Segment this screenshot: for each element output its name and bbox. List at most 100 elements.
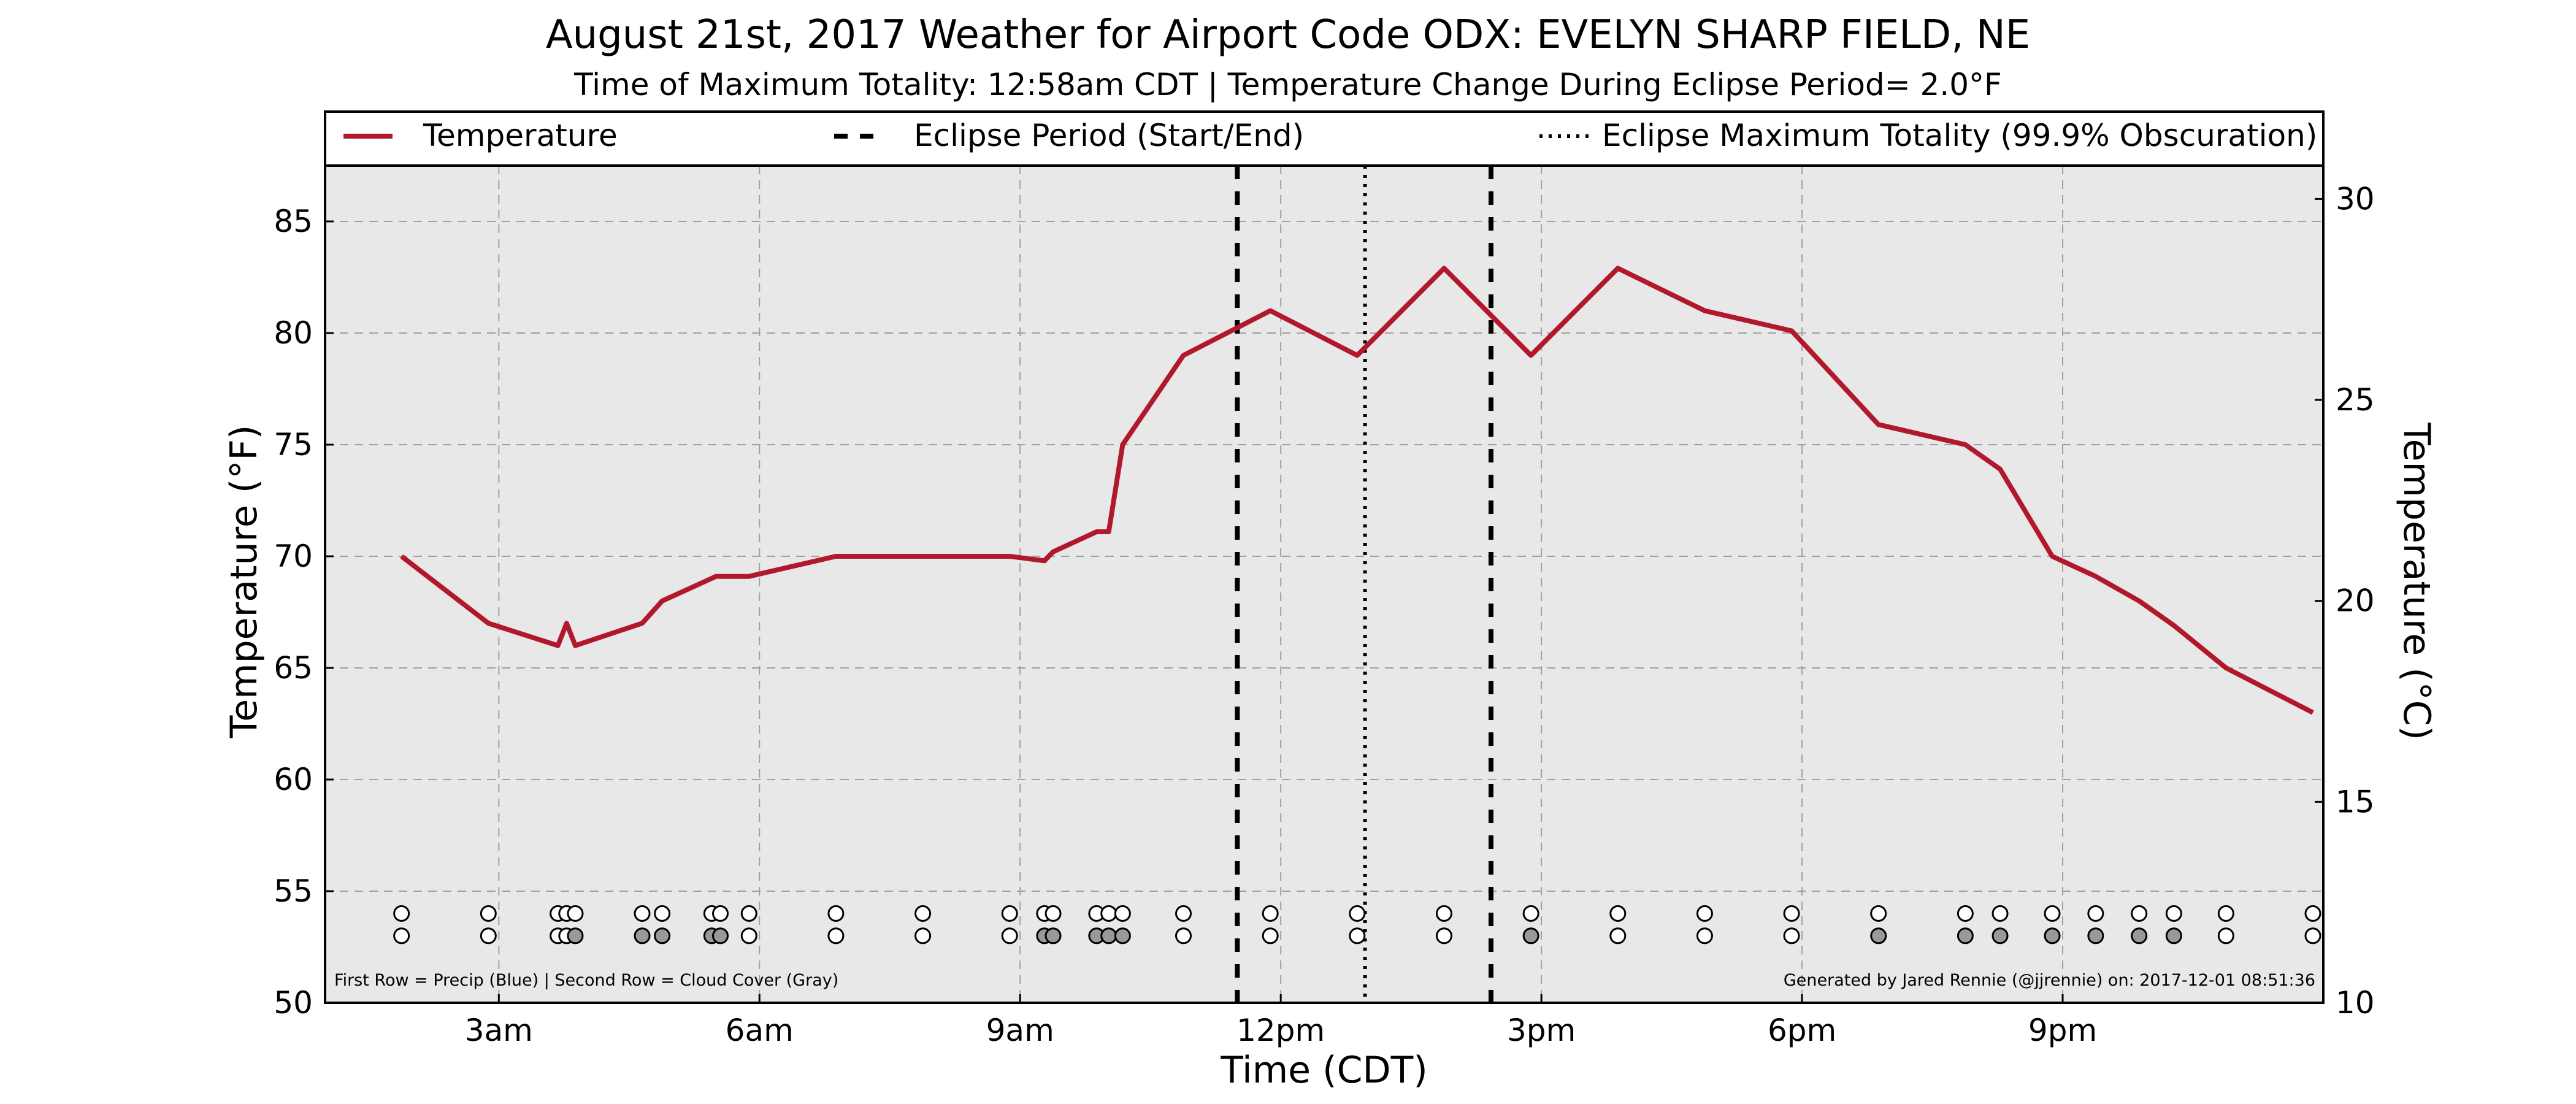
precip-marker bbox=[1696, 905, 1713, 922]
y-tick-label-right: 15 bbox=[2336, 784, 2375, 819]
precip-marker bbox=[1100, 905, 1117, 922]
precip-marker bbox=[1783, 905, 1800, 922]
x-tick-label: 9am bbox=[986, 1013, 1054, 1048]
y-tick-label-right: 20 bbox=[2336, 583, 2375, 619]
footnote-right: Generated by Jared Rennie (@jjrennie) on… bbox=[1784, 971, 2315, 990]
x-tick-label: 6pm bbox=[1768, 1013, 1836, 1048]
x-tick-label: 3pm bbox=[1507, 1013, 1576, 1048]
precip-marker bbox=[1870, 905, 1887, 922]
precip-marker bbox=[1609, 905, 1627, 922]
y-tick-label-left: 70 bbox=[274, 539, 313, 574]
cloud-cover-marker bbox=[567, 927, 584, 945]
cloud-cover-marker bbox=[1001, 927, 1018, 945]
x-tick-label: 9pm bbox=[2028, 1013, 2097, 1048]
temperature-line bbox=[400, 266, 2314, 715]
x-tick-label: 3am bbox=[465, 1013, 533, 1048]
precip-marker bbox=[712, 905, 729, 922]
y-tick-label-left: 55 bbox=[274, 873, 313, 909]
precip-marker bbox=[1001, 905, 1018, 922]
precip-marker bbox=[2304, 905, 2321, 922]
cloud-cover-marker bbox=[1696, 927, 1713, 945]
series-layer bbox=[400, 266, 2314, 715]
precip-marker bbox=[914, 905, 932, 922]
precip-marker bbox=[2165, 905, 2182, 922]
cloud-cover-marker bbox=[1114, 927, 1131, 945]
cloud-cover-marker bbox=[634, 927, 651, 945]
precip-marker bbox=[1262, 905, 1279, 922]
precip-marker bbox=[2217, 905, 2234, 922]
cloud-cover-marker bbox=[1045, 927, 1062, 945]
y-tick-label-left: 65 bbox=[274, 650, 313, 686]
cloud-cover-marker bbox=[480, 927, 497, 945]
cloud-cover-marker bbox=[2217, 927, 2234, 945]
y-tick-label-left: 75 bbox=[274, 427, 313, 462]
precip-marker bbox=[2087, 905, 2104, 922]
x-tick-label: 12pm bbox=[1236, 1013, 1325, 1048]
precip-marker bbox=[1114, 905, 1131, 922]
precip-marker bbox=[1991, 905, 2009, 922]
x-axis-label: Time (CDT) bbox=[1220, 1049, 1427, 1092]
cloud-cover-marker bbox=[1175, 927, 1192, 945]
precip-marker bbox=[1349, 905, 1366, 922]
cloud-cover-marker bbox=[2131, 927, 2148, 945]
precip-marker bbox=[740, 905, 757, 922]
cloud-cover-marker bbox=[1991, 927, 2009, 945]
y-tick-label-right: 25 bbox=[2336, 382, 2375, 418]
precip-marker bbox=[393, 905, 410, 922]
cloud-cover-marker bbox=[2304, 927, 2321, 945]
plot-area bbox=[325, 166, 2323, 1003]
precip-marker bbox=[827, 905, 845, 922]
footnote-left: First Row = Precip (Blue) | Second Row =… bbox=[334, 971, 838, 990]
cloud-cover-marker bbox=[712, 927, 729, 945]
cloud-cover-marker bbox=[1783, 927, 1800, 945]
cloud-cover-marker bbox=[1957, 927, 1974, 945]
cloud-cover-marker bbox=[2087, 927, 2104, 945]
precip-marker bbox=[1522, 905, 1539, 922]
cloud-cover-marker bbox=[2165, 927, 2182, 945]
precip-marker bbox=[2044, 905, 2061, 922]
precip-marker bbox=[654, 905, 671, 922]
grid-lines bbox=[325, 166, 2323, 1003]
cloud-cover-marker bbox=[1609, 927, 1627, 945]
precip-marker bbox=[1957, 905, 1974, 922]
precip-marker bbox=[1435, 905, 1452, 922]
cloud-cover-marker bbox=[2044, 927, 2061, 945]
y-axis-label-left: Temperature (°F) bbox=[223, 425, 266, 738]
cloud-cover-marker bbox=[654, 927, 671, 945]
legend: Temperature Eclipse Period (Start/End) E… bbox=[343, 118, 2317, 153]
legend-label-temperature: Temperature bbox=[423, 118, 618, 153]
precip-marker bbox=[634, 905, 651, 922]
precip-marker bbox=[1175, 905, 1192, 922]
y-axis-right: 10 15 20 25 30 bbox=[2315, 181, 2375, 1021]
x-tick-label: 6am bbox=[726, 1013, 794, 1048]
y-tick-label-left: 60 bbox=[274, 762, 313, 797]
y-tick-label-left: 50 bbox=[274, 985, 313, 1021]
cloud-cover-marker bbox=[1435, 927, 1452, 945]
cloud-cover-marker bbox=[1262, 927, 1279, 945]
y-tick-label-right: 30 bbox=[2336, 181, 2375, 217]
y-tick-label-left: 80 bbox=[274, 315, 313, 351]
y-axis-left: 50 55 60 65 70 75 80 85 bbox=[274, 204, 334, 1021]
cloud-cover-marker bbox=[827, 927, 845, 945]
precip-marker bbox=[567, 905, 584, 922]
precip-marker bbox=[480, 905, 497, 922]
cloud-cover-marker bbox=[740, 927, 757, 945]
cloud-cover-marker bbox=[1870, 927, 1887, 945]
legend-label-eclipse-period: Eclipse Period (Start/End) bbox=[914, 118, 1304, 153]
y-tick-label-left: 85 bbox=[274, 204, 313, 239]
y-axis-label-right: Temperature (°C) bbox=[2395, 422, 2438, 740]
cloud-cover-marker bbox=[1522, 927, 1539, 945]
y-tick-label-right: 10 bbox=[2336, 985, 2375, 1021]
eclipse-markers bbox=[1235, 166, 1493, 1003]
observation-markers bbox=[393, 905, 2321, 945]
legend-label-eclipse-max: Eclipse Maximum Totality (99.9% Obscurat… bbox=[1602, 118, 2317, 153]
cloud-cover-marker bbox=[1100, 927, 1117, 945]
cloud-cover-marker bbox=[914, 927, 932, 945]
cloud-cover-marker bbox=[393, 927, 410, 945]
chart-title: August 21st, 2017 Weather for Airport Co… bbox=[546, 12, 2030, 58]
x-axis: 3am 6am 9am 12pm 3pm 6pm 9pm bbox=[465, 994, 2097, 1048]
cloud-cover-marker bbox=[1349, 927, 1366, 945]
precip-marker bbox=[1045, 905, 1062, 922]
chart-subtitle: Time of Maximum Totality: 12:58am CDT | … bbox=[573, 67, 2002, 102]
